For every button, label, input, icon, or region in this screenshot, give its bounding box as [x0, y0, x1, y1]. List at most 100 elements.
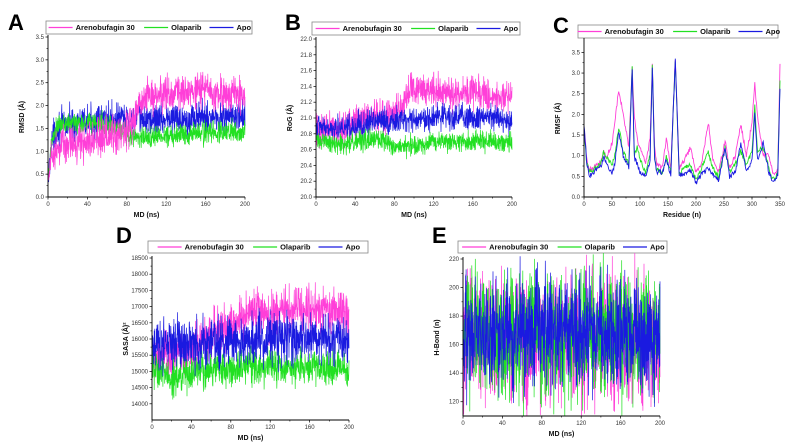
x-tick-label: 120 — [161, 202, 172, 208]
x-axis-label: MD (ns) — [238, 435, 264, 442]
y-tick-label: 200 — [449, 286, 460, 292]
x-tick-label: 120 — [265, 425, 276, 431]
legend-label: Olaparib — [438, 24, 469, 33]
series-line-apo — [463, 256, 661, 407]
y-tick-label: 2.0 — [36, 104, 45, 110]
panel-letter: A — [8, 10, 24, 35]
y-axis-label: RMSF (Å) — [553, 103, 562, 135]
y-tick-label: 2.5 — [572, 92, 581, 98]
x-tick-label: 80 — [538, 421, 545, 427]
x-tick-label: 120 — [429, 202, 440, 208]
series-group — [316, 70, 513, 160]
y-tick-label: 15500 — [131, 353, 148, 359]
series-group — [48, 71, 246, 183]
y-tick-label: 21.0 — [300, 116, 312, 122]
series-line-apo — [584, 58, 781, 185]
panel-letter: B — [285, 10, 301, 35]
y-tick-label: 21.8 — [300, 53, 312, 59]
legend-label: Olaparib — [700, 27, 731, 36]
x-tick-label: 200 — [507, 202, 518, 208]
y-tick-label: 20.4 — [300, 163, 312, 169]
x-tick-label: 40 — [499, 421, 506, 427]
y-tick-label: 3.5 — [36, 35, 45, 41]
legend-label: Apo — [346, 243, 361, 252]
y-axis-label: H-Bond (n) — [434, 319, 441, 355]
y-tick-label: 2.5 — [36, 81, 45, 87]
series-line-apo — [152, 307, 350, 377]
series-line-arenobufagin-30 — [48, 71, 246, 181]
y-tick-label: 140 — [449, 371, 460, 377]
y-tick-label: 0.0 — [36, 195, 45, 201]
y-tick-label: 20.2 — [300, 179, 312, 185]
x-tick-label: 0 — [150, 425, 154, 431]
y-tick-label: 20.0 — [300, 195, 312, 201]
y-tick-label: 0.0 — [572, 195, 581, 201]
series-group — [463, 253, 661, 416]
y-tick-label: 16000 — [131, 337, 148, 343]
y-tick-label: 15000 — [131, 369, 148, 375]
y-tick-label: 160 — [449, 343, 460, 349]
legend-label: Arenobufagin 30 — [343, 24, 402, 33]
y-tick-label: 1.0 — [572, 154, 581, 160]
legend-label: Apo — [504, 24, 519, 33]
x-tick-label: 40 — [352, 202, 359, 208]
legend: Arenobufagin 30 Olaparib Apo — [45, 20, 253, 35]
y-tick-label: 0.5 — [36, 172, 45, 178]
legend-label: Olaparib — [171, 23, 202, 32]
y-tick-label: 22.0 — [300, 37, 312, 43]
y-axis-label: RoG (Å) — [285, 105, 294, 131]
x-tick-label: 80 — [227, 425, 234, 431]
y-tick-label: 0.5 — [572, 174, 581, 180]
x-tick-label: 300 — [747, 202, 758, 208]
panel-letter: D — [116, 223, 132, 248]
x-axis-label: MD (ns) — [401, 212, 427, 219]
x-tick-label: 250 — [719, 202, 730, 208]
x-tick-label: 0 — [582, 202, 586, 208]
x-tick-label: 160 — [201, 202, 212, 208]
x-tick-label: 160 — [468, 202, 479, 208]
x-tick-label: 200 — [240, 202, 251, 208]
y-tick-label: 14500 — [131, 386, 148, 392]
legend-label: Olaparib — [585, 243, 616, 252]
x-tick-label: 0 — [46, 202, 50, 208]
x-tick-label: 100 — [635, 202, 646, 208]
legend: Arenobufagin 30 Olaparib Apo — [147, 240, 369, 254]
y-tick-label: 21.6 — [300, 69, 312, 75]
series-line-apo — [316, 101, 513, 141]
legend-label: Arenobufagin 30 — [605, 27, 664, 36]
y-axis-label: SASA (Å)² — [121, 322, 130, 356]
y-tick-label: 120 — [449, 400, 460, 406]
panel-A: A Arenobufagin 30 Olaparib Apo 0 40 80 120 160 20… — [8, 10, 253, 219]
panel-letter: C — [553, 13, 569, 38]
panel-E: E Arenobufagin 30 Olaparib Apo 0 40 80 120 160 20… — [432, 223, 668, 438]
series-line-arenobufagin-30 — [584, 60, 781, 176]
y-tick-label: 16500 — [131, 321, 148, 327]
y-tick-label: 20.8 — [300, 132, 312, 138]
series-group — [152, 282, 350, 400]
x-axis-label: MD (ns) — [134, 212, 160, 219]
x-tick-label: 80 — [123, 202, 130, 208]
legend: Arenobufagin 30 Olaparib Apo — [577, 24, 781, 39]
panel-letter: E — [432, 223, 447, 248]
legend-label: Apo — [766, 27, 781, 36]
y-tick-label: 17500 — [131, 288, 148, 294]
x-tick-label: 200 — [344, 425, 355, 431]
x-tick-label: 40 — [84, 202, 91, 208]
x-tick-label: 160 — [305, 425, 316, 431]
x-axis-label: Residue (n) — [663, 212, 701, 219]
y-tick-label: 3.5 — [572, 50, 581, 56]
panel-B: B Arenobufagin 30 Olaparib Apo 0 40 80 120 160 20… — [285, 10, 521, 219]
y-tick-label: 1.5 — [36, 126, 45, 132]
legend-label: Apo — [650, 243, 665, 252]
y-tick-label: 18000 — [131, 272, 148, 278]
y-tick-label: 21.4 — [300, 84, 312, 90]
legend-label: Arenobufagin 30 — [76, 23, 135, 32]
legend-label: Apo — [237, 23, 252, 32]
panel-D: D Arenobufagin 30 Olaparib Apo 0 40 80 120 160 20… — [116, 223, 369, 442]
legend-label: Arenobufagin 30 — [489, 243, 548, 252]
y-tick-label: 1.5 — [572, 133, 581, 139]
legend: Arenobufagin 30 Olaparib Apo — [457, 240, 668, 254]
series-group — [584, 58, 781, 185]
x-tick-label: 40 — [188, 425, 195, 431]
